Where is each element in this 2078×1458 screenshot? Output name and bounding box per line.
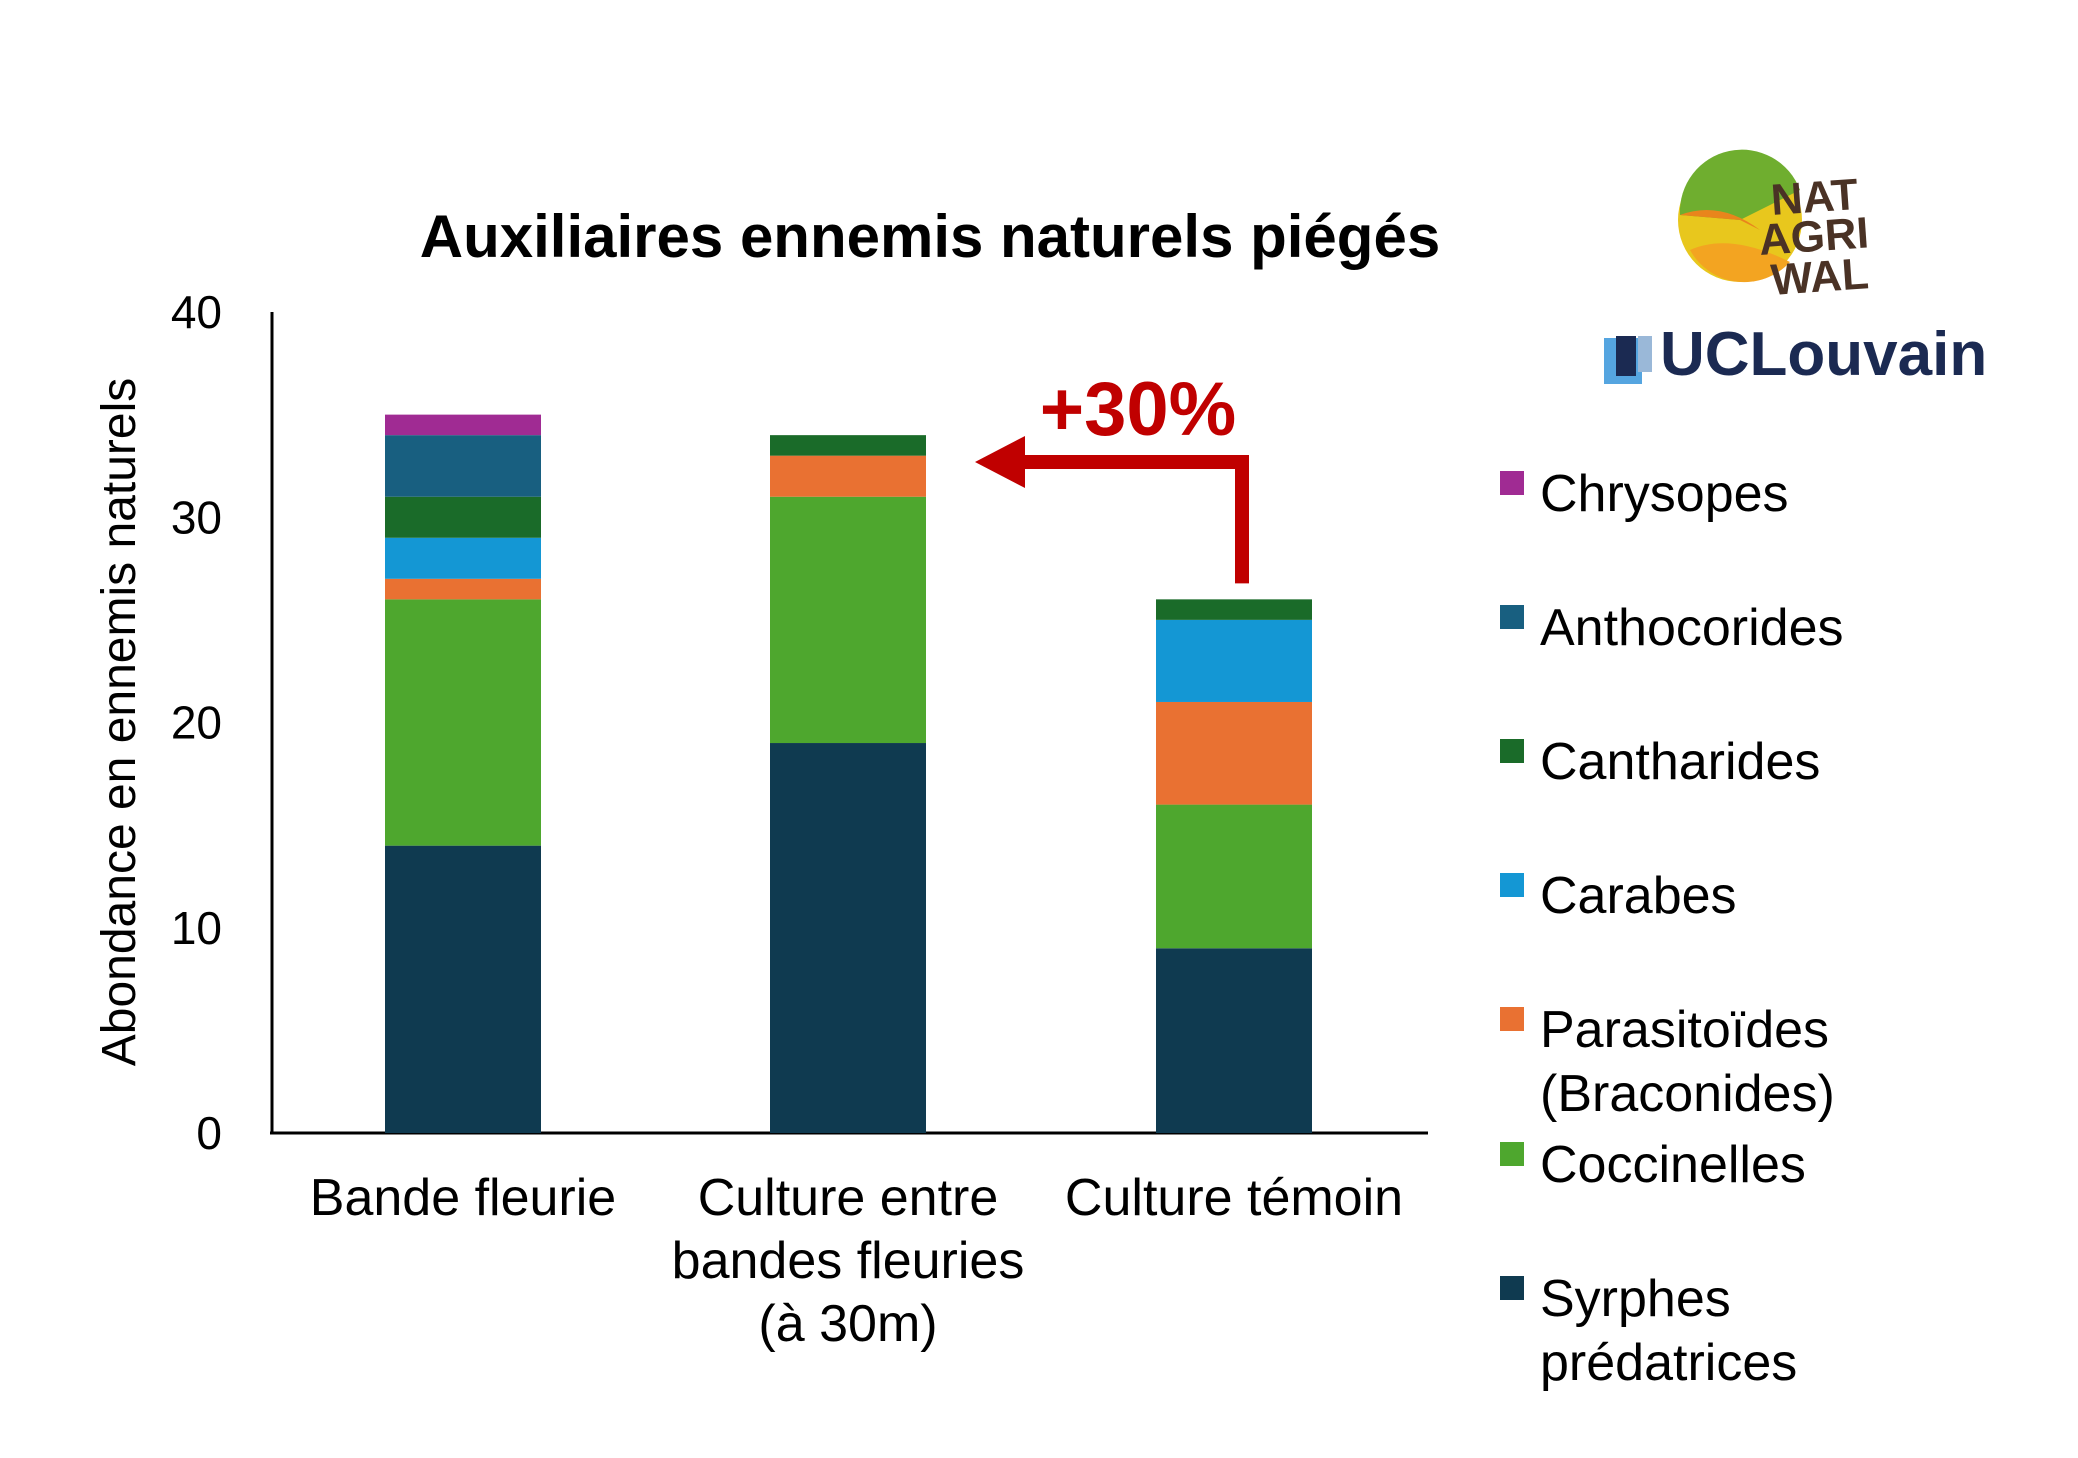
- bar-segment: [770, 496, 926, 744]
- increase-annotation: +30%: [975, 367, 1249, 584]
- bar-segment: [770, 435, 926, 456]
- bar-segment: [385, 414, 541, 436]
- category-label: (à 30m): [758, 1295, 937, 1353]
- natagriwal-logo: NAT AGRI WAL: [1678, 149, 1870, 305]
- y-axis-label: Abondance en ennemis naturels: [93, 378, 146, 1066]
- legend: Chrysopes Anthocorides Cantharides Carabes P…: [1500, 465, 1844, 1392]
- bar-segment: [385, 845, 541, 1133]
- legend-label: prédatrices: [1540, 1334, 1797, 1392]
- legend-swatch: [1500, 1142, 1524, 1166]
- bar-segment: [385, 578, 541, 600]
- bar-segment: [385, 496, 541, 538]
- bar-segment: [770, 455, 926, 497]
- legend-swatch: [1500, 605, 1524, 629]
- legend-swatch: [1500, 471, 1524, 495]
- bar-segment: [385, 599, 541, 846]
- increase-arrow-head: [975, 436, 1025, 488]
- legend-swatch: [1500, 739, 1524, 763]
- y-tick-label: 30: [171, 491, 222, 543]
- svg-text:AGRI: AGRI: [1757, 208, 1870, 265]
- bars: [385, 414, 1312, 1133]
- legend-label: Anthocorides: [1540, 599, 1844, 657]
- legend-swatch: [1500, 1276, 1524, 1300]
- category-label: Bande fleurie: [310, 1169, 616, 1227]
- legend-label: Parasitoïdes: [1540, 1001, 1829, 1059]
- category-label: Culture témoin: [1065, 1169, 1403, 1227]
- category-label: bandes fleuries: [672, 1232, 1025, 1290]
- legend-label: Carabes: [1540, 867, 1737, 925]
- bar-segment: [1156, 599, 1312, 620]
- legend-label: Coccinelles: [1540, 1136, 1806, 1194]
- legend-swatch: [1500, 1007, 1524, 1031]
- bar-segment: [1156, 804, 1312, 949]
- legend-label: Chrysopes: [1540, 465, 1789, 523]
- uclouvain-logo: UCLouvain: [1604, 320, 1987, 389]
- increase-arrow: [1019, 455, 1249, 584]
- chart-title: Auxiliaires ennemis naturels piégés: [420, 203, 1440, 270]
- y-tick-label: 40: [171, 286, 222, 338]
- bar-segment: [1156, 619, 1312, 702]
- legend-swatch: [1500, 873, 1524, 897]
- y-tick-label: 20: [171, 697, 222, 749]
- bar-segment: [385, 435, 541, 497]
- svg-text:WAL: WAL: [1769, 249, 1870, 305]
- legend-label: (Braconides): [1540, 1065, 1835, 1123]
- y-tick-label: 10: [171, 902, 222, 954]
- legend-label: Syrphes: [1540, 1270, 1731, 1328]
- svg-text:UCLouvain: UCLouvain: [1660, 320, 1987, 389]
- category-label: Culture entre: [698, 1169, 999, 1227]
- increase-label: +30%: [1040, 367, 1237, 452]
- y-tick-label: 0: [196, 1107, 222, 1159]
- bar-segment: [1156, 701, 1312, 805]
- bar-segment: [770, 743, 926, 1133]
- bar-segment: [385, 537, 541, 579]
- bar-segment: [1156, 948, 1312, 1133]
- legend-label: Cantharides: [1540, 733, 1820, 791]
- y-tick-labels: 0 10 20 30 40: [171, 286, 222, 1159]
- svg-text:NAT: NAT: [1769, 170, 1859, 225]
